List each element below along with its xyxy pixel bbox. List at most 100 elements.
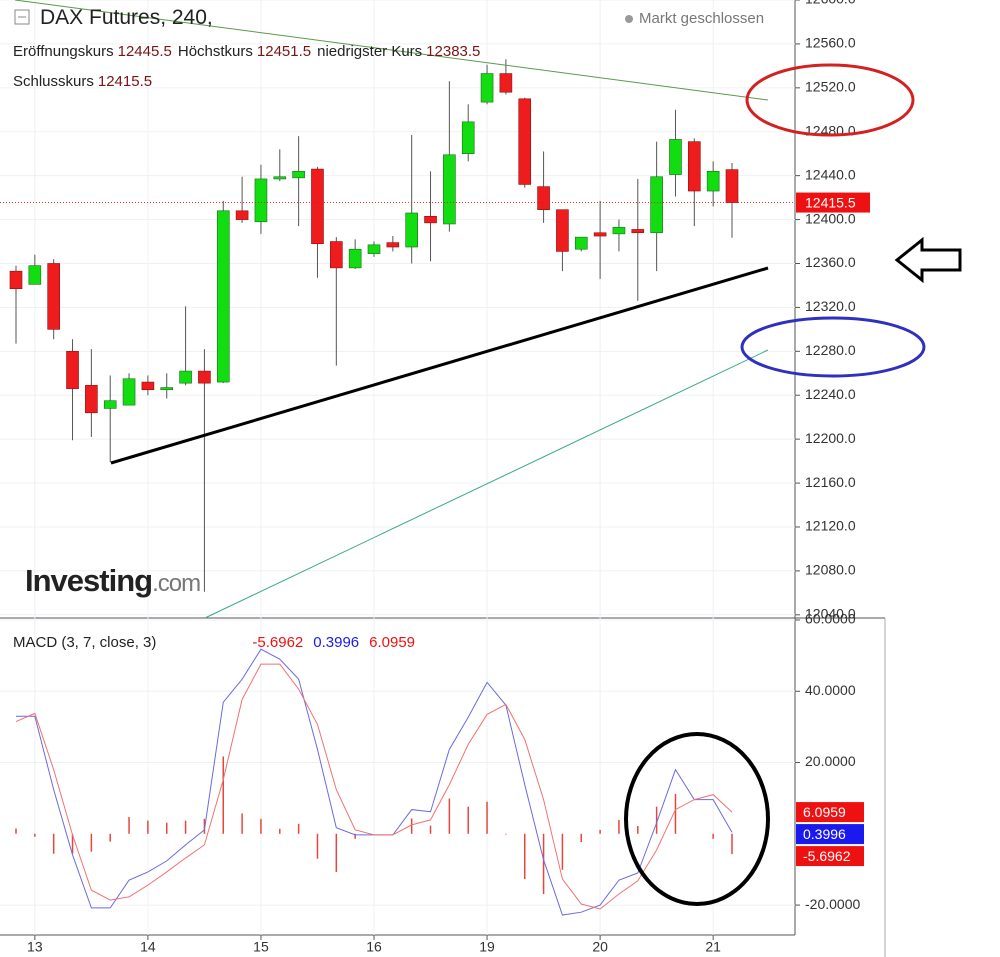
low-label: niedrigster Kurs [317, 43, 423, 60]
y-tick-label: 12160.0 [805, 474, 856, 490]
x-tick-label: 16 [366, 939, 382, 955]
candle-body [85, 385, 98, 414]
candle-body [103, 400, 117, 409]
candle-body [593, 232, 607, 237]
status: Markt geschlossen [639, 10, 764, 27]
x-tick-label: 19 [479, 939, 495, 955]
ohlc-row: Schlusskurs 12415.5 [13, 73, 158, 90]
candle-body [537, 186, 550, 210]
arrow [894, 236, 962, 284]
y-tick-label: 20.0000 [805, 753, 856, 769]
macd-line-value: 0.3996 [313, 634, 360, 651]
candle-body [424, 215, 437, 224]
candle-body [160, 387, 174, 391]
candle-body [612, 226, 626, 235]
collapse-icon [14, 9, 30, 25]
candle-body [47, 263, 60, 330]
y-tick-label: 12520.0 [805, 79, 856, 95]
y-tick-label: 12280.0 [805, 342, 856, 358]
macd-line [15, 663, 733, 910]
y-tick-label: 12120.0 [805, 518, 856, 534]
status-dot [625, 15, 633, 23]
candle-body [556, 209, 569, 252]
close-value: 12415.5 [97, 73, 153, 90]
watermark-suffix: .com [152, 570, 201, 597]
chart-title: DAX Futures, 240, [40, 6, 213, 29]
close-label: Schlusskurs [13, 73, 94, 90]
candle-body [688, 141, 701, 192]
x-tick-label: 20 [592, 939, 608, 955]
x-tick-label: 14 [140, 939, 156, 955]
candle-body [66, 351, 79, 389]
y-tick-label: 12400.0 [805, 210, 856, 226]
x-tick-label: 21 [705, 939, 721, 955]
candle-body [461, 121, 475, 155]
x-tick-label: 13 [27, 939, 43, 955]
candle-body [141, 381, 155, 391]
support-line [110, 266, 769, 465]
high-value: 12451.5 [256, 43, 312, 60]
candle-body [28, 265, 42, 285]
candle-body [348, 248, 362, 269]
macd-title: MACD (3, 7, close, 3) [13, 634, 157, 651]
blue-ellipse [740, 316, 926, 378]
candle-body [179, 370, 192, 384]
candle-body [631, 229, 645, 234]
candle-body [122, 378, 136, 406]
watermark-text: Investing [25, 563, 153, 598]
macd-histogram-value: -5.6962 [252, 634, 304, 651]
y-tick-label: 12560.0 [805, 35, 856, 51]
annotations [14, 0, 962, 906]
macd-signal-value: 6.0959 [369, 634, 416, 651]
macd-header: MACD (3, 7, close, 3) -5.6962 0.3996 6.0959 [13, 634, 421, 651]
candle-body [235, 210, 249, 220]
open-label: Eröffnungskurs [13, 43, 114, 60]
y-tick-label: 12360.0 [805, 254, 856, 270]
y-tick-label: 12600.0 [805, 0, 856, 7]
candle-body [669, 139, 682, 175]
candle-body [9, 270, 23, 290]
price-tag-label: 12415.5 [805, 194, 856, 210]
value-tag-label: 6.0959 [803, 804, 846, 820]
y-tick-label: 60.0000 [805, 611, 856, 627]
candle-body [725, 169, 739, 203]
value-tag [796, 802, 864, 823]
ohlc-row: Eröffnungskurs 12445.5 Höchstkurs 12451.5 ni… [13, 43, 486, 60]
red-ellipse [745, 63, 915, 137]
candle-body [499, 73, 513, 93]
high-label: Höchstkurs [177, 43, 253, 60]
candle-body [198, 370, 211, 384]
header: DAX Futures, 240, [40, 6, 213, 30]
market-status: Markt geschlossen [639, 10, 765, 27]
x-tick-label: 15 [253, 939, 269, 955]
y-tick-label: -20.0000 [805, 896, 860, 912]
candle-body [574, 236, 588, 250]
candle-body [292, 170, 305, 179]
y-tick-label: 40.0000 [805, 682, 856, 698]
y-tick-label: 12080.0 [805, 562, 856, 578]
candle-body [405, 212, 418, 248]
candle-body [273, 176, 287, 180]
channel-line [204, 349, 769, 619]
watermark: Investing.com [25, 563, 201, 599]
candle-body [480, 73, 494, 103]
candle-body [443, 154, 456, 225]
trend-line [14, 0, 769, 101]
y-tick-label: 12240.0 [805, 386, 856, 402]
value-tag [796, 824, 864, 845]
candle-body [706, 170, 720, 192]
value-tag-label: -5.6962 [803, 848, 851, 864]
y-tick-label: 12440.0 [805, 166, 856, 182]
candle-body [386, 242, 400, 248]
candle-body [311, 168, 324, 245]
marks: 13 14 15 16 19 20 21 12040.0 12080.0 12120.0 12160… [0, 0, 886, 957]
low-value: 12383.5 [426, 43, 481, 60]
candle-body [254, 178, 268, 223]
candle-body [367, 244, 381, 254]
black-ellipse [624, 732, 770, 906]
value-tag [796, 846, 864, 867]
candle-body [330, 241, 343, 269]
open-value: 12445.5 [117, 43, 172, 60]
